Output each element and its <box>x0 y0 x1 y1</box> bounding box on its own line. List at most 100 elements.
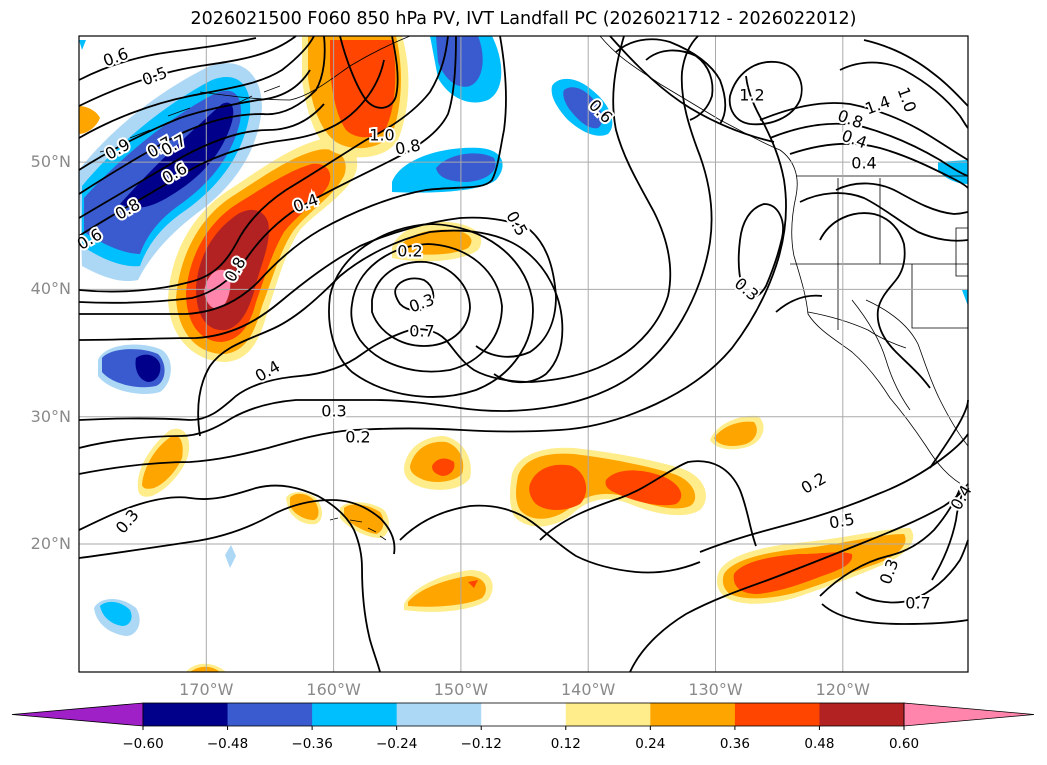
contour <box>759 102 969 161</box>
contour <box>78 69 311 171</box>
colorbar-bin <box>143 703 229 726</box>
coast-gulf-california <box>865 299 969 447</box>
contour-label: 0.5 <box>139 63 169 90</box>
contour <box>615 38 727 125</box>
figure-title: 2026021500 F060 850 hPa PV, IVT Landfall… <box>190 9 857 29</box>
contour-label: 0.3 <box>731 274 763 305</box>
coast-islands <box>99 85 281 153</box>
pos-blob-north <box>330 40 396 138</box>
lon-label: 150°W <box>433 680 489 699</box>
contour-label-halo: 0.4 <box>851 154 876 173</box>
pos-blob <box>408 576 486 607</box>
colorbar-bin <box>819 703 905 726</box>
contour-label: 1.0 <box>894 84 921 114</box>
neg-blob <box>100 601 132 626</box>
contour <box>78 216 557 358</box>
contour <box>78 35 457 304</box>
contour-label: 0.5 <box>828 509 856 532</box>
contour <box>78 37 257 81</box>
coastlines <box>99 35 969 541</box>
contour <box>78 499 396 559</box>
neg-blob <box>938 160 968 184</box>
contour-label-halo: 0.2 <box>397 242 422 261</box>
contour <box>728 61 803 126</box>
contour-label: 0.6 <box>100 44 130 71</box>
contour <box>931 483 969 581</box>
contour <box>775 294 823 313</box>
pv-contours <box>78 35 969 673</box>
contour <box>539 460 757 547</box>
contour-label: 0.8 <box>394 135 422 158</box>
contour-label: 0.4 <box>851 154 876 173</box>
contour <box>769 122 969 177</box>
contour <box>78 35 297 107</box>
contour-label: 0.3 <box>321 402 346 421</box>
contour <box>799 192 969 242</box>
colorbar-tick-label: 0.36 <box>719 736 750 752</box>
lat-label: 40°N <box>30 279 71 299</box>
contour <box>699 433 969 553</box>
colorbar-frame <box>142 702 905 727</box>
lon-label: 140°W <box>561 680 616 699</box>
contour-label-halo: 0.7 <box>905 594 930 613</box>
pos-blob <box>714 421 757 446</box>
neg-blob-nw <box>120 102 234 208</box>
pos-blob <box>79 106 100 134</box>
colorbar-tick-label: −0.60 <box>122 736 164 752</box>
contour-label: 0.2 <box>397 242 422 261</box>
contour <box>78 103 325 219</box>
contour-label-halo: 0.7 <box>409 322 434 341</box>
contour <box>78 35 449 293</box>
lon-label: 170°W <box>179 680 234 699</box>
colorbar-tick-label: −0.48 <box>206 736 249 752</box>
contour <box>78 59 385 237</box>
contour <box>929 399 969 469</box>
colorbar-bin <box>481 703 567 726</box>
contour-label: 1.2 <box>739 86 764 105</box>
contour-label-halo: 0.3 <box>321 402 346 421</box>
contour <box>78 75 787 475</box>
contour <box>819 483 963 597</box>
contour-label: 0.3 <box>406 290 436 317</box>
neg-blob <box>962 290 968 306</box>
map-frame <box>78 35 969 673</box>
contour <box>855 539 969 604</box>
pos-blob <box>190 666 220 672</box>
contour <box>350 243 503 373</box>
contour-label: 0.3 <box>112 506 143 538</box>
contour <box>819 212 931 389</box>
lon-label: 120°W <box>815 680 870 699</box>
pos-blob <box>733 552 853 594</box>
contour-label: 0.4 <box>252 357 284 386</box>
neg-blob <box>225 545 236 568</box>
colorbar-tick-label: −0.12 <box>460 736 502 752</box>
neg-blob <box>436 153 496 182</box>
colorbar-bin <box>734 703 820 726</box>
contour <box>79 35 507 315</box>
contour-label: 1.0 <box>369 126 394 145</box>
contour <box>629 483 969 673</box>
contour-label: 0.2 <box>345 428 370 447</box>
contour-label: 0.5 <box>502 208 531 240</box>
us-states <box>790 178 969 330</box>
contour <box>609 35 775 143</box>
colorbar-tick-label: 0.12 <box>550 736 581 752</box>
contour <box>78 35 713 449</box>
contour <box>863 39 969 107</box>
contour <box>821 603 969 625</box>
pos-blob <box>529 464 587 510</box>
contour-label: 0.7 <box>409 322 434 341</box>
contour <box>371 261 471 347</box>
contour <box>399 504 701 574</box>
colorbar-tick-label: −0.36 <box>291 736 333 752</box>
pos-blob <box>344 504 384 534</box>
contour <box>78 35 672 421</box>
pos-blob <box>468 580 478 588</box>
contour-label: 0.4 <box>839 126 869 153</box>
contour-label: 0.7 <box>905 594 930 613</box>
contour <box>737 203 784 298</box>
neg-blob <box>563 87 603 129</box>
neg-blob <box>135 354 161 382</box>
gridlines <box>79 36 968 672</box>
